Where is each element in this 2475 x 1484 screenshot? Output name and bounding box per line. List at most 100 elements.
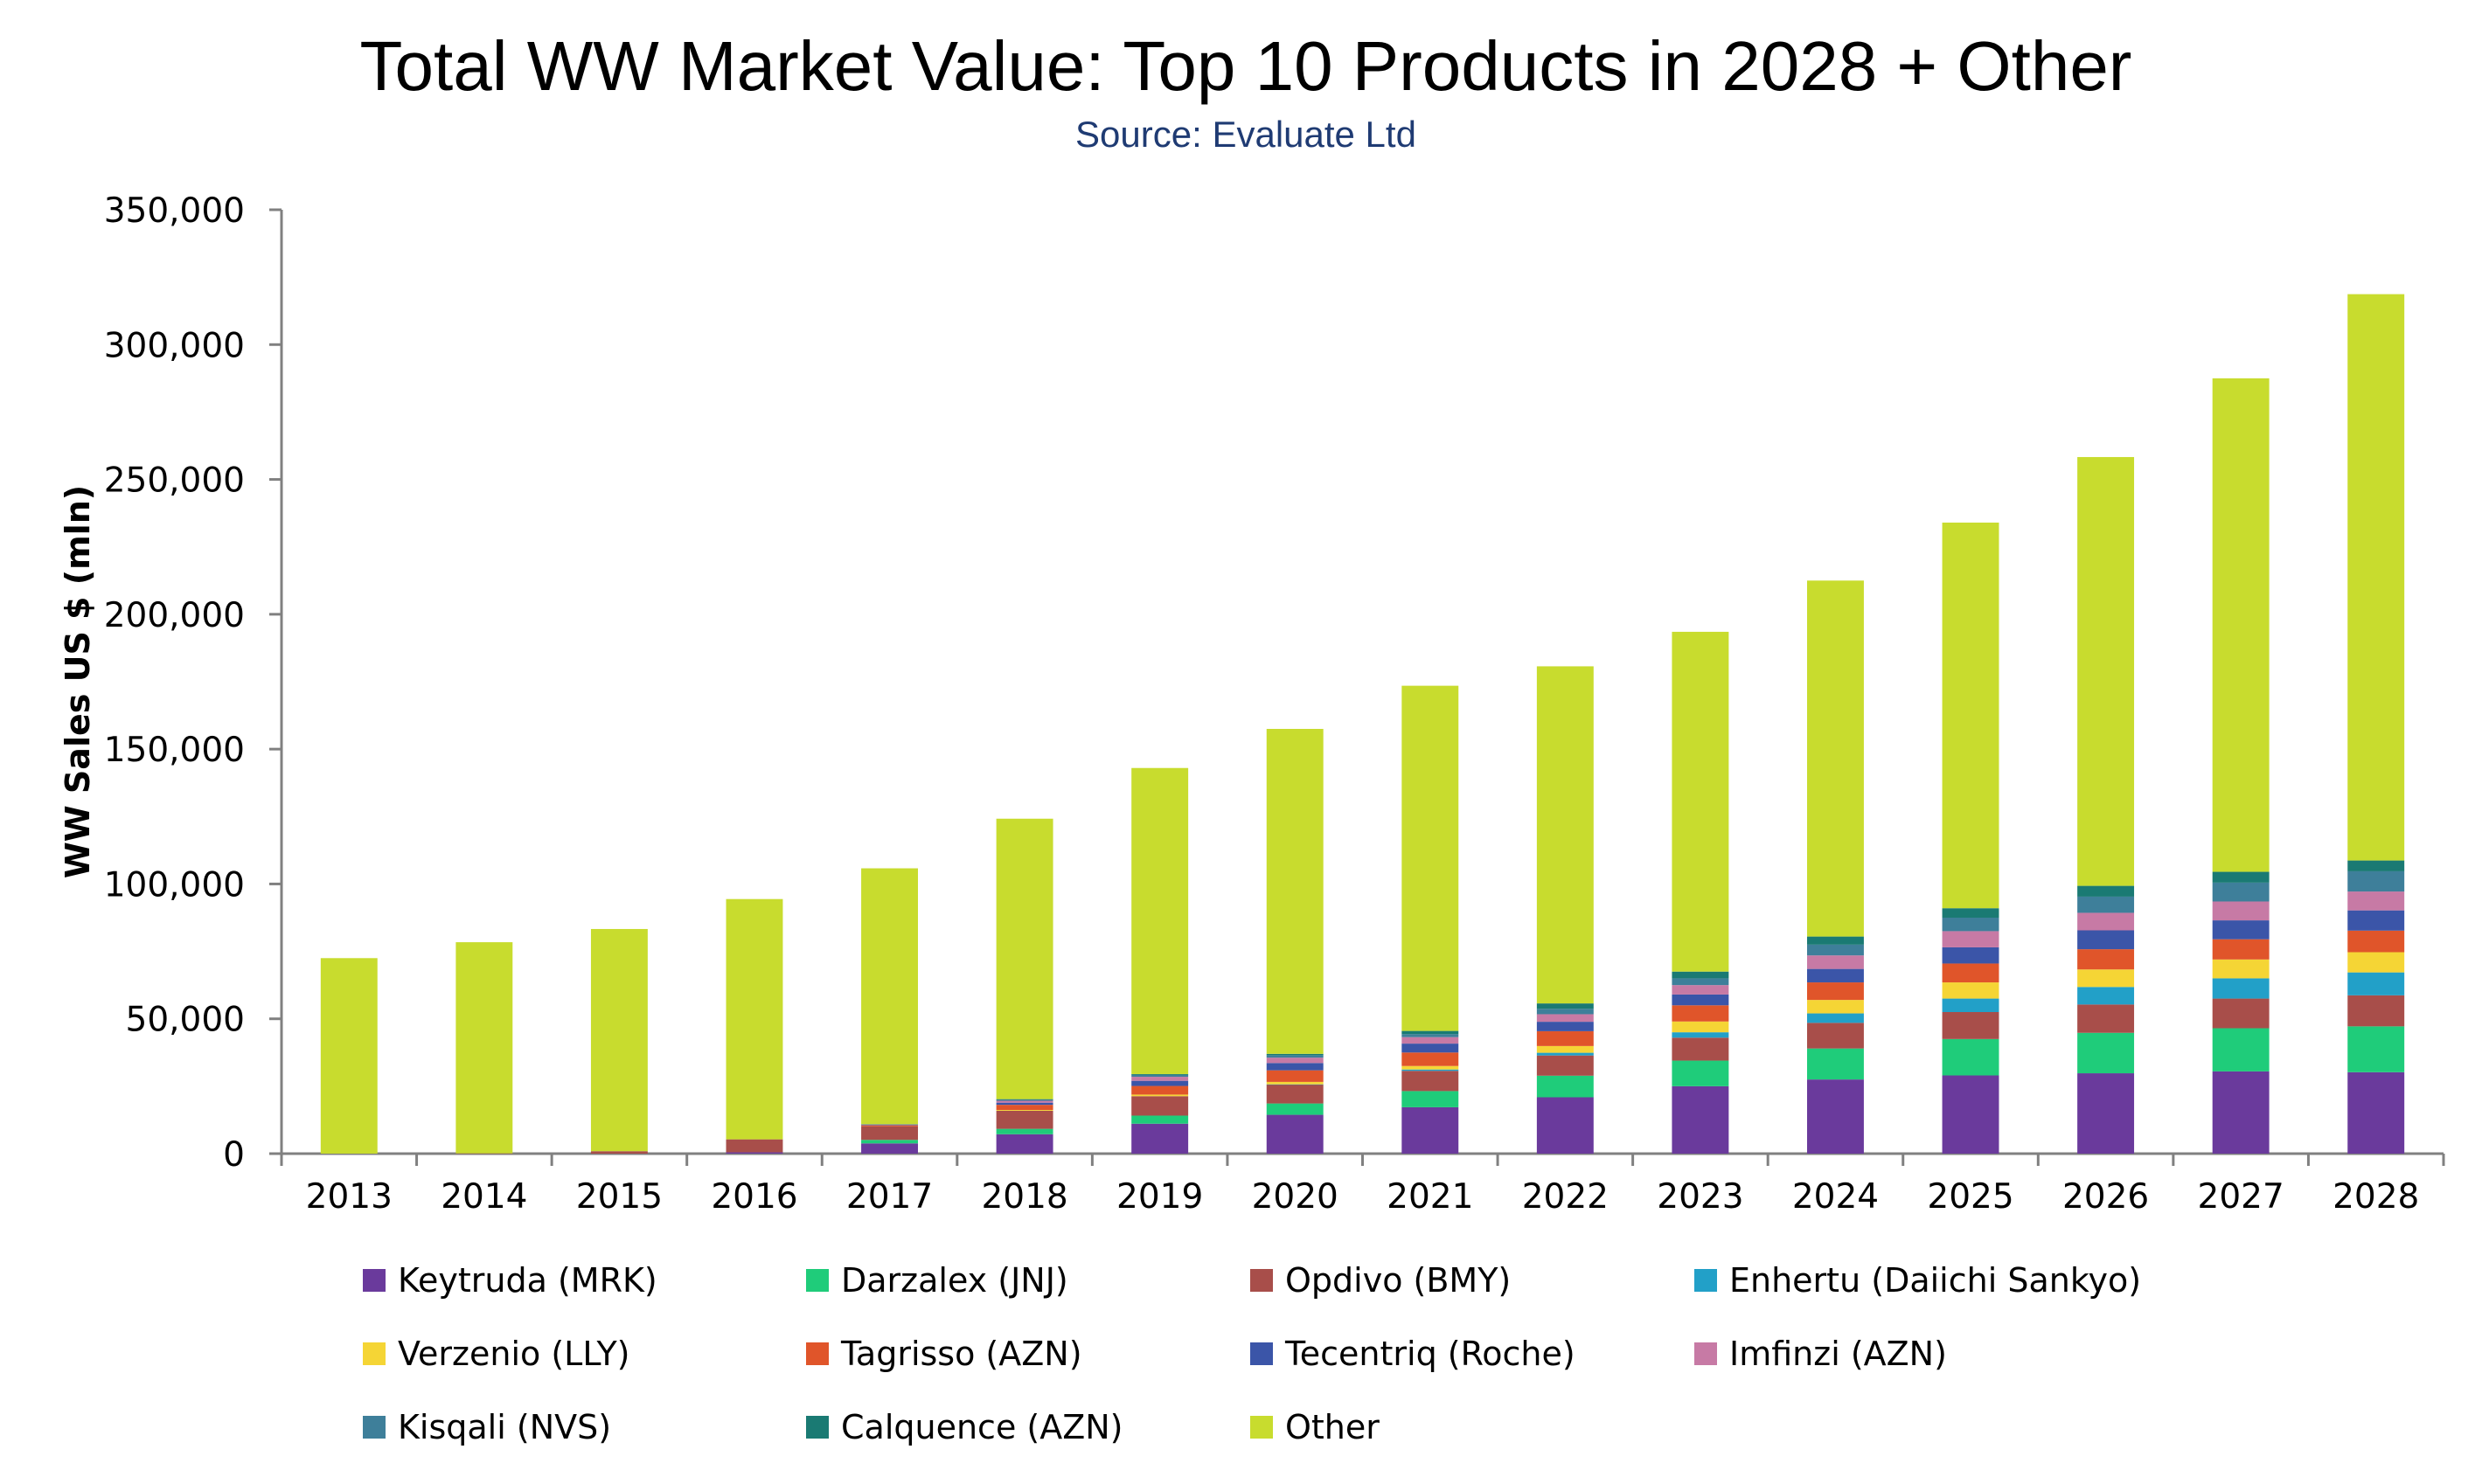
- bar-segment-darzalex-jnj-2020: [1266, 1103, 1324, 1115]
- bar-segment-tecentriq-roche-2025: [1942, 947, 1999, 964]
- bar-segment-keytruda-mrk-2027: [2212, 1071, 2270, 1154]
- legend-label: Keytruda (MRK): [398, 1261, 657, 1300]
- bar-segment-tecentriq-roche-2027: [2212, 920, 2270, 940]
- legend-label: Verzenio (LLY): [398, 1335, 630, 1373]
- x-tick-label: 2023: [1657, 1177, 1743, 1217]
- legend-swatch: [806, 1269, 829, 1292]
- bar-segment-tecentriq-roche-2019: [1131, 1080, 1189, 1086]
- bar-segment-other-2022: [1536, 666, 1594, 1004]
- bar-segment-enhertu-daiichi-sankyo-2028: [2347, 972, 2405, 995]
- bar-segment-verzenio-lly-2026: [2077, 969, 2135, 988]
- bar-segment-imfinzi-azn-2023: [1672, 985, 1729, 995]
- chart-subtitle: Source: Evaluate Ltd: [1075, 114, 1416, 155]
- bar-segment-opdivo-bmy-2024: [1807, 1023, 1864, 1049]
- x-tick-label: 2015: [576, 1177, 663, 1217]
- bar-segment-other-2021: [1401, 685, 1459, 1031]
- bar-segment-darzalex-jnj-2019: [1131, 1115, 1189, 1124]
- bar-segment-darzalex-jnj-2021: [1401, 1091, 1459, 1107]
- bar-segment-tagrisso-azn-2027: [2212, 939, 2270, 960]
- bar-segment-verzenio-lly-2027: [2212, 959, 2270, 979]
- bar-segment-opdivo-bmy-2016: [726, 1139, 783, 1153]
- bar-segment-tagrisso-azn-2023: [1672, 1005, 1729, 1022]
- legend-label: Other: [1285, 1408, 1380, 1446]
- bar-segment-other-2017: [861, 868, 918, 1125]
- bar-segment-tecentriq-roche-2020: [1266, 1063, 1324, 1071]
- bar-segment-imfinzi-azn-2025: [1942, 931, 1999, 947]
- y-tick-label: 100,000: [104, 865, 245, 905]
- bar-segment-opdivo-bmy-2027: [2212, 998, 2270, 1029]
- bar-segment-tagrisso-azn-2028: [2347, 930, 2405, 953]
- bar-segment-tecentriq-roche-2018: [996, 1102, 1053, 1106]
- bar-segment-other-2019: [1131, 767, 1189, 1074]
- legend-item: Other: [1250, 1405, 1380, 1449]
- legend-swatch: [1250, 1342, 1273, 1365]
- bar-segment-verzenio-lly-2021: [1401, 1065, 1459, 1070]
- bar-segment-imfinzi-azn-2027: [2212, 901, 2270, 921]
- bar-segment-kisqali-nvs-2025: [1942, 918, 1999, 932]
- bar-segment-tagrisso-azn-2025: [1942, 963, 1999, 983]
- y-tick-label: 350,000: [104, 191, 245, 231]
- legend-item: Tecentriq (Roche): [1250, 1332, 1575, 1376]
- legend-swatch: [363, 1416, 386, 1439]
- legend-swatch: [806, 1342, 829, 1365]
- bar-segment-tagrisso-azn-2024: [1807, 982, 1864, 1001]
- bar-segment-other-2028: [2347, 294, 2405, 861]
- x-tick-label: 2014: [441, 1177, 527, 1217]
- x-tick-label: 2025: [1927, 1177, 2013, 1217]
- legend-swatch: [363, 1269, 386, 1292]
- y-tick-label: 0: [223, 1135, 245, 1175]
- legend-swatch: [1250, 1416, 1273, 1439]
- legend-swatch: [1694, 1269, 1717, 1292]
- bar-segment-verzenio-lly-2024: [1807, 1000, 1864, 1014]
- bar-segment-enhertu-daiichi-sankyo-2023: [1672, 1032, 1729, 1038]
- bar-segment-tagrisso-azn-2021: [1401, 1052, 1459, 1066]
- y-tick-label: 150,000: [104, 731, 245, 770]
- bar-segment-other-2014: [455, 942, 513, 1154]
- bar-segment-other-2024: [1807, 580, 1864, 937]
- legend-label: Imfinzi (AZN): [1729, 1335, 1947, 1373]
- bar-segment-opdivo-bmy-2022: [1536, 1055, 1594, 1076]
- bar-segment-darzalex-jnj-2024: [1807, 1048, 1864, 1080]
- bar-segment-calquence-azn-2023: [1672, 971, 1729, 979]
- bar-segment-imfinzi-azn-2024: [1807, 955, 1864, 969]
- bar-segment-tagrisso-azn-2020: [1266, 1070, 1324, 1082]
- y-axis: 0 50,000 100,000 150,000 200,000 250,000 300,0…: [104, 191, 283, 1175]
- bar-segment-opdivo-bmy-2028: [2347, 995, 2405, 1027]
- bar-segment-verzenio-lly-2022: [1536, 1045, 1594, 1053]
- legend-swatch: [806, 1416, 829, 1439]
- bar-segment-keytruda-mrk-2019: [1131, 1123, 1189, 1154]
- bar-segment-kisqali-nvs-2024: [1807, 944, 1864, 956]
- bar-segment-tagrisso-azn-2018: [996, 1105, 1053, 1111]
- y-tick-label: 250,000: [104, 461, 245, 501]
- bar-segment-imfinzi-azn-2022: [1536, 1014, 1594, 1023]
- bar-segment-darzalex-jnj-2023: [1672, 1060, 1729, 1086]
- bar-segment-enhertu-daiichi-sankyo-2027: [2212, 978, 2270, 999]
- x-tick-label: 2021: [1387, 1177, 1473, 1217]
- bar-segment-calquence-azn-2022: [1536, 1003, 1594, 1009]
- legend-item: Tagrisso (AZN): [806, 1332, 1082, 1376]
- bar-segment-imfinzi-azn-2028: [2347, 891, 2405, 911]
- bar-segment-kisqali-nvs-2017: [861, 1124, 918, 1125]
- legend-label: Calquence (AZN): [841, 1408, 1123, 1446]
- bar-segment-keytruda-mrk-2021: [1401, 1106, 1459, 1154]
- legend-label: Enhertu (Daiichi Sankyo): [1729, 1261, 2142, 1300]
- bar-segment-opdivo-bmy-2019: [1131, 1096, 1189, 1116]
- y-tick-label: 200,000: [104, 596, 245, 635]
- legend-item: Keytruda (MRK): [363, 1259, 657, 1302]
- bar-segment-tecentriq-roche-2028: [2347, 910, 2405, 931]
- bar-segment-darzalex-jnj-2018: [996, 1128, 1053, 1134]
- bar-segment-tagrisso-azn-2022: [1536, 1030, 1594, 1046]
- bar-segment-verzenio-lly-2023: [1672, 1021, 1729, 1033]
- legend-item: Calquence (AZN): [806, 1405, 1123, 1449]
- bar-segment-calquence-azn-2018: [996, 1099, 1053, 1100]
- bar-segment-kisqali-nvs-2026: [2077, 896, 2135, 913]
- bar-segment-tecentriq-roche-2023: [1672, 994, 1729, 1006]
- bar-segment-other-2015: [590, 928, 648, 1152]
- bar-segment-calquence-azn-2021: [1401, 1030, 1459, 1035]
- bar-segment-verzenio-lly-2028: [2347, 952, 2405, 973]
- bar-segment-calquence-azn-2020: [1266, 1053, 1324, 1056]
- y-axis-label: WW Sales US $ (mln): [59, 485, 97, 878]
- bar-segment-keytruda-mrk-2025: [1942, 1075, 1999, 1154]
- bar-segment-other-2027: [2212, 378, 2270, 872]
- bar-segment-enhertu-daiichi-sankyo-2021: [1401, 1069, 1459, 1071]
